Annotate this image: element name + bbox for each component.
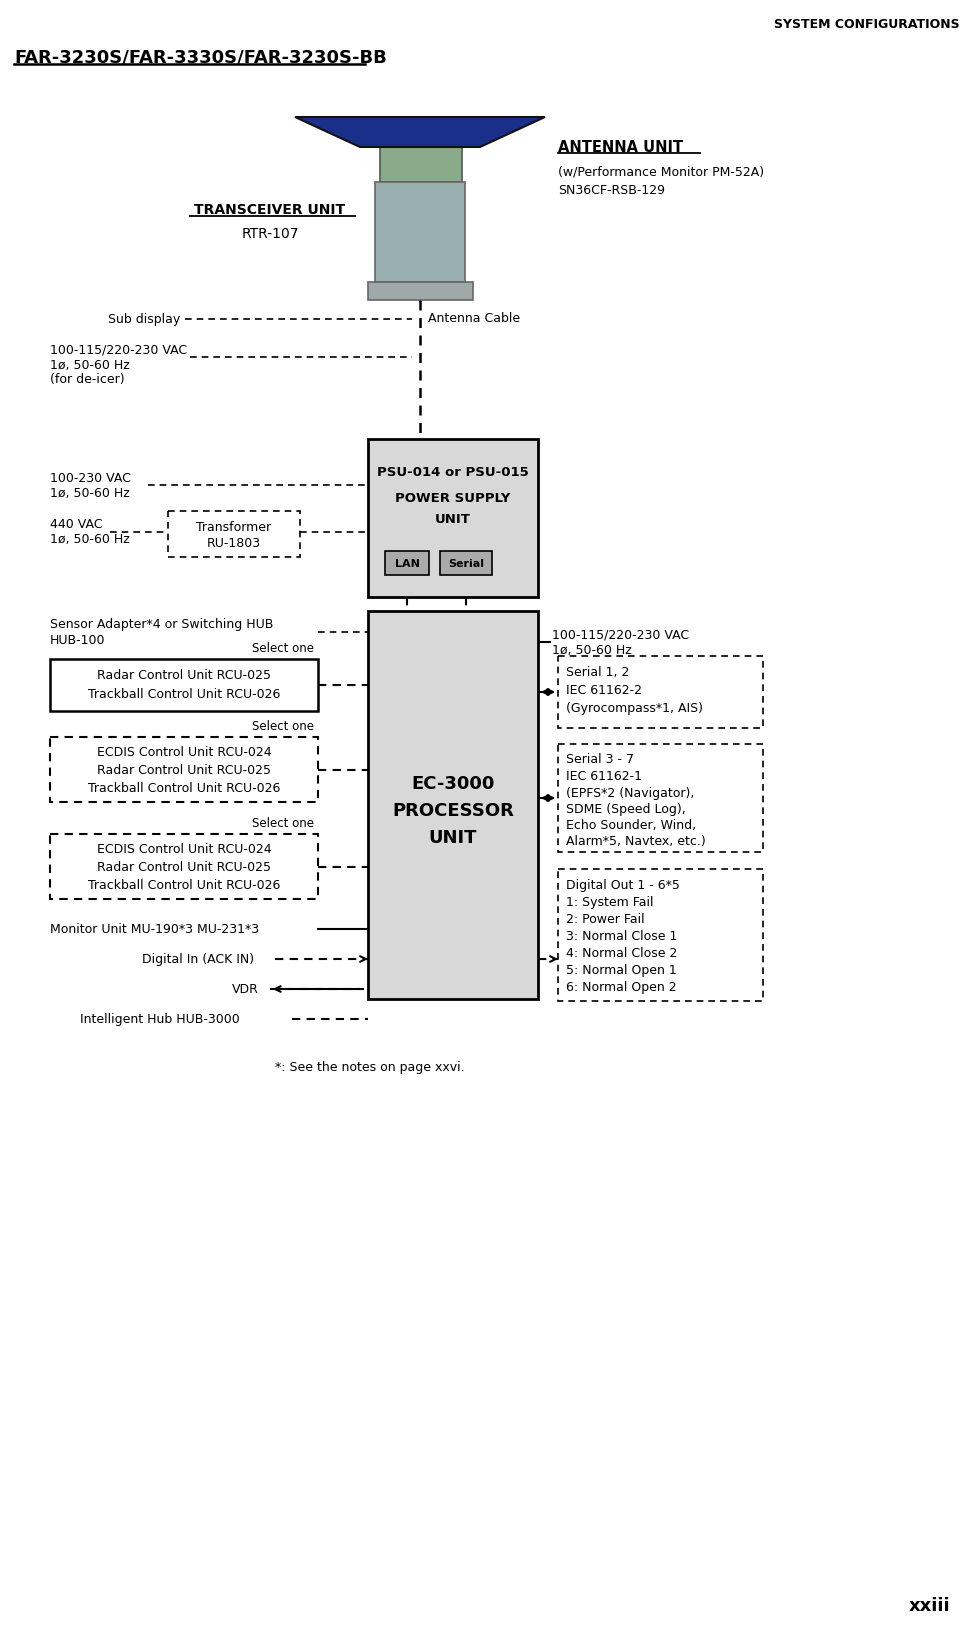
Bar (385, 552, 429, 575)
Text: (w/Performance Monitor PM-52A): (w/Performance Monitor PM-52A) (558, 166, 764, 179)
Text: Select one: Select one (252, 642, 314, 656)
Text: 1ø, 50-60 Hz: 1ø, 50-60 Hz (50, 359, 129, 372)
Text: RU-1803: RU-1803 (207, 538, 261, 551)
Text: LAN: LAN (395, 559, 419, 569)
Bar (380, 148, 462, 184)
Text: Echo Sounder, Wind,: Echo Sounder, Wind, (566, 820, 696, 833)
Text: PROCESSOR: PROCESSOR (392, 801, 514, 820)
Polygon shape (295, 118, 545, 148)
Text: Radar Control Unit RCU-025: Radar Control Unit RCU-025 (97, 860, 271, 874)
Text: 100-115/220-230 VAC: 100-115/220-230 VAC (50, 343, 187, 356)
Text: Radar Control Unit RCU-025: Radar Control Unit RCU-025 (97, 669, 271, 682)
Text: Sub display: Sub display (108, 313, 180, 326)
Text: Serial 1, 2: Serial 1, 2 (566, 665, 630, 679)
Text: Select one: Select one (252, 720, 314, 733)
Text: 1ø, 50-60 Hz: 1ø, 50-60 Hz (50, 487, 129, 500)
Text: *: See the notes on page xxvi.: *: See the notes on page xxvi. (275, 1060, 465, 1074)
Text: VDR: VDR (232, 983, 259, 997)
Text: 1ø, 50-60 Hz: 1ø, 50-60 Hz (552, 644, 631, 657)
Bar (375, 184, 465, 284)
Text: FAR-3230S/FAR-3330S/FAR-3230S-BB: FAR-3230S/FAR-3330S/FAR-3230S-BB (14, 49, 386, 67)
Text: TRANSCEIVER UNIT: TRANSCEIVER UNIT (195, 203, 345, 216)
Text: 1ø, 50-60 Hz: 1ø, 50-60 Hz (50, 533, 129, 546)
Text: HUB-100: HUB-100 (50, 634, 105, 647)
Text: Monitor Unit MU-190*3 MU-231*3: Monitor Unit MU-190*3 MU-231*3 (50, 923, 259, 936)
Text: Digital Out 1 - 6*5: Digital Out 1 - 6*5 (566, 879, 680, 892)
Text: (EPFS*2 (Navigator),: (EPFS*2 (Navigator), (566, 787, 695, 800)
Text: xxiii: xxiii (909, 1596, 950, 1614)
Text: Trackball Control Unit RCU-026: Trackball Control Unit RCU-026 (88, 688, 280, 701)
Text: POWER SUPPLY: POWER SUPPLY (395, 492, 511, 505)
Text: UNIT: UNIT (435, 513, 471, 526)
Text: Trackball Control Unit RCU-026: Trackball Control Unit RCU-026 (88, 782, 280, 795)
Text: Transformer: Transformer (197, 521, 271, 534)
Text: Alarm*5, Navtex, etc.): Alarm*5, Navtex, etc.) (566, 834, 705, 847)
Bar (558, 657, 763, 729)
Bar (368, 439, 538, 598)
Bar (440, 552, 492, 575)
Text: Trackball Control Unit RCU-026: Trackball Control Unit RCU-026 (88, 879, 280, 892)
Text: ANTENNA UNIT: ANTENNA UNIT (558, 141, 683, 156)
Text: SN36CF-RSB-129: SN36CF-RSB-129 (558, 184, 665, 197)
Text: 100-230 VAC: 100-230 VAC (50, 472, 131, 484)
Text: (Gyrocompass*1, AIS): (Gyrocompass*1, AIS) (566, 701, 703, 715)
Text: Sensor Adapter*4 or Switching HUB: Sensor Adapter*4 or Switching HUB (50, 618, 273, 631)
Bar (50, 659, 318, 711)
Text: Select one: Select one (252, 816, 314, 829)
Text: Serial 3 - 7: Serial 3 - 7 (566, 752, 634, 765)
Text: PSU-014 or PSU-015: PSU-014 or PSU-015 (378, 465, 529, 479)
Text: FURUNO: FURUNO (394, 125, 447, 134)
Text: 6: Normal Open 2: 6: Normal Open 2 (566, 980, 676, 993)
Text: Radar Control Unit RCU-025: Radar Control Unit RCU-025 (97, 764, 271, 777)
Text: EC-3000: EC-3000 (412, 775, 494, 793)
Bar (50, 738, 318, 803)
Text: 440 VAC: 440 VAC (50, 518, 102, 531)
Text: 2: Power Fail: 2: Power Fail (566, 913, 645, 926)
Text: UNIT: UNIT (429, 828, 477, 846)
Text: IEC 61162-2: IEC 61162-2 (566, 683, 642, 697)
Text: 5: Normal Open 1: 5: Normal Open 1 (566, 964, 677, 977)
Text: RTR-107: RTR-107 (241, 226, 299, 241)
Text: SYSTEM CONFIGURATIONS: SYSTEM CONFIGURATIONS (775, 18, 960, 31)
Text: IEC 61162-1: IEC 61162-1 (566, 770, 642, 783)
Text: Digital In (ACK IN): Digital In (ACK IN) (142, 952, 254, 965)
Text: 100-115/220-230 VAC: 100-115/220-230 VAC (552, 628, 689, 641)
Text: Antenna Cable: Antenna Cable (428, 311, 521, 325)
Text: ECDIS Control Unit RCU-024: ECDIS Control Unit RCU-024 (96, 746, 271, 759)
Bar (368, 284, 473, 302)
Bar (558, 744, 763, 852)
Text: 3: Normal Close 1: 3: Normal Close 1 (566, 929, 677, 942)
Text: Intelligent Hub HUB-3000: Intelligent Hub HUB-3000 (80, 1013, 239, 1026)
Text: 4: Normal Close 2: 4: Normal Close 2 (566, 947, 677, 960)
Text: SDME (Speed Log),: SDME (Speed Log), (566, 803, 686, 816)
Bar (168, 511, 300, 557)
Bar (50, 834, 318, 900)
Bar (368, 611, 538, 1000)
Text: ECDIS Control Unit RCU-024: ECDIS Control Unit RCU-024 (96, 842, 271, 856)
Text: 1: System Fail: 1: System Fail (566, 897, 654, 910)
Text: Serial: Serial (448, 559, 484, 569)
Text: (for de-icer): (for de-icer) (50, 374, 125, 387)
Bar (558, 869, 763, 1001)
